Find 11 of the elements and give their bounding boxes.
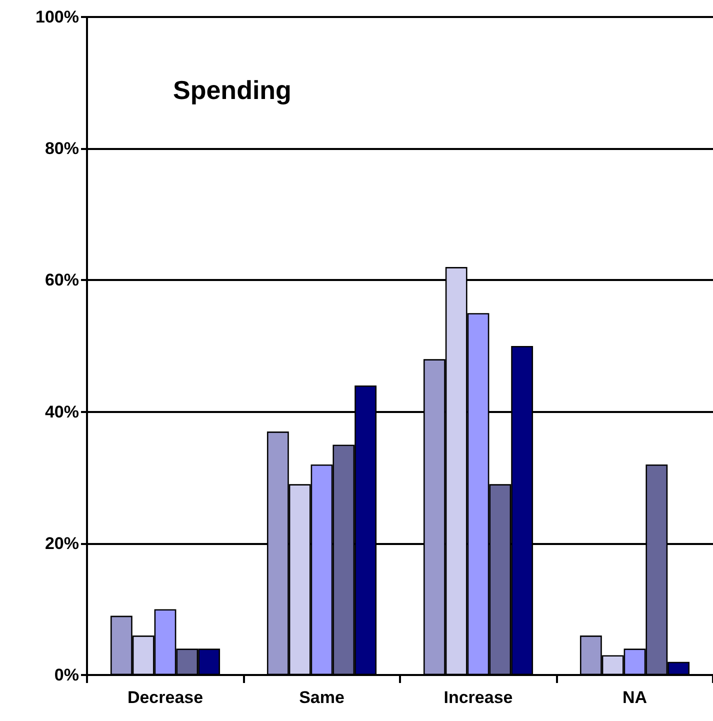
x-tick-label: Increase	[444, 688, 513, 707]
y-tick-label: 100%	[36, 8, 79, 26]
x-tick-label: Same	[299, 688, 344, 707]
x-tick-label: NA	[622, 688, 648, 707]
y-tick-label: 0%	[54, 666, 79, 684]
text: Spending	[173, 75, 292, 105]
x-tick-label: Decrease	[127, 688, 204, 707]
y-tick-label: 40%	[44, 402, 79, 422]
y-tick-label: 60%	[44, 270, 79, 290]
y-tick-label: 80%	[44, 139, 79, 158]
y-tick-label: 20%	[44, 534, 79, 553]
